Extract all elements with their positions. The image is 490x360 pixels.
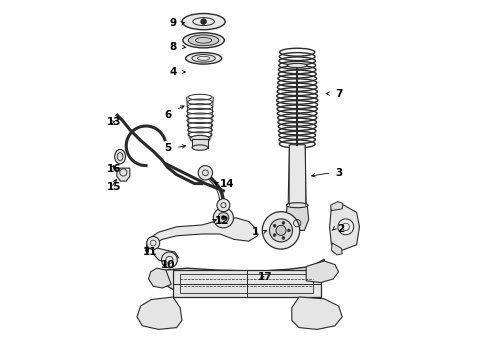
Text: 9: 9 bbox=[170, 18, 176, 28]
Ellipse shape bbox=[182, 14, 225, 30]
Polygon shape bbox=[292, 297, 342, 329]
Text: 4: 4 bbox=[169, 67, 176, 77]
Text: 17: 17 bbox=[258, 272, 272, 282]
Polygon shape bbox=[288, 145, 306, 205]
Text: 14: 14 bbox=[220, 179, 234, 189]
Text: 2: 2 bbox=[337, 224, 344, 234]
Circle shape bbox=[282, 221, 285, 224]
Text: 7: 7 bbox=[335, 89, 343, 99]
Polygon shape bbox=[117, 168, 130, 181]
Circle shape bbox=[162, 252, 177, 268]
Circle shape bbox=[273, 234, 276, 237]
Polygon shape bbox=[330, 205, 360, 250]
Polygon shape bbox=[306, 261, 339, 283]
Text: 12: 12 bbox=[215, 216, 229, 226]
Polygon shape bbox=[148, 268, 171, 288]
Text: 13: 13 bbox=[106, 117, 121, 127]
Bar bbox=[180, 274, 314, 293]
Circle shape bbox=[218, 212, 229, 223]
Circle shape bbox=[198, 166, 213, 180]
Circle shape bbox=[147, 237, 160, 249]
Circle shape bbox=[338, 219, 354, 235]
Polygon shape bbox=[146, 218, 258, 252]
Circle shape bbox=[221, 216, 225, 220]
Text: 6: 6 bbox=[164, 110, 171, 120]
Text: 10: 10 bbox=[160, 260, 175, 270]
Circle shape bbox=[201, 19, 206, 24]
Text: 3: 3 bbox=[335, 168, 342, 178]
Bar bbox=[173, 270, 320, 297]
Circle shape bbox=[288, 229, 291, 232]
Circle shape bbox=[270, 219, 293, 242]
Text: 11: 11 bbox=[143, 247, 157, 257]
Text: 15: 15 bbox=[106, 182, 121, 192]
Ellipse shape bbox=[188, 35, 219, 46]
Polygon shape bbox=[331, 243, 342, 255]
Circle shape bbox=[273, 224, 276, 227]
Ellipse shape bbox=[190, 135, 210, 143]
Circle shape bbox=[276, 225, 286, 235]
Polygon shape bbox=[137, 297, 182, 329]
Text: 8: 8 bbox=[170, 42, 176, 52]
Polygon shape bbox=[151, 246, 178, 263]
Circle shape bbox=[262, 212, 300, 249]
Polygon shape bbox=[159, 259, 324, 294]
Circle shape bbox=[213, 208, 233, 228]
Ellipse shape bbox=[192, 145, 208, 150]
Ellipse shape bbox=[286, 203, 308, 208]
Ellipse shape bbox=[287, 63, 307, 68]
Polygon shape bbox=[331, 202, 343, 211]
Bar bbox=[192, 139, 208, 148]
Ellipse shape bbox=[115, 149, 125, 164]
Ellipse shape bbox=[186, 53, 221, 64]
Circle shape bbox=[282, 237, 285, 239]
Circle shape bbox=[217, 199, 230, 212]
Text: 16: 16 bbox=[106, 164, 121, 174]
Polygon shape bbox=[286, 205, 309, 230]
Ellipse shape bbox=[183, 33, 224, 48]
Text: 1: 1 bbox=[252, 227, 259, 237]
Text: 5: 5 bbox=[164, 143, 171, 153]
